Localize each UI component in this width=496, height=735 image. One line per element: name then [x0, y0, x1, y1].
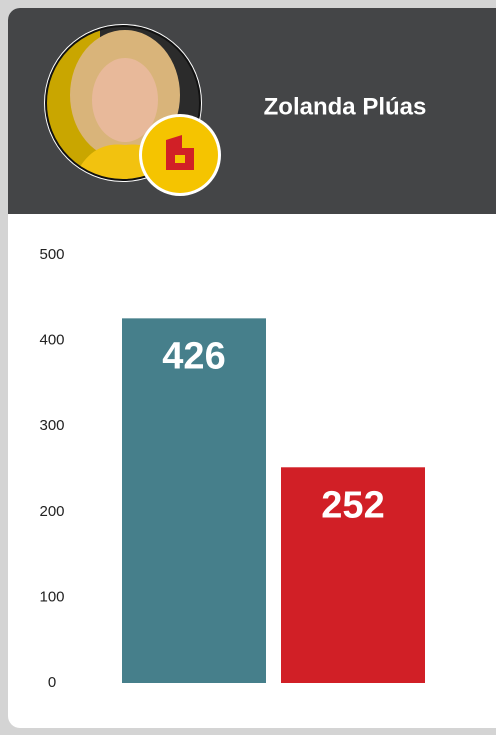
value-label: 426	[162, 335, 225, 377]
bar	[281, 467, 425, 683]
badge	[139, 114, 221, 196]
y-tick-label: 300	[39, 417, 64, 434]
y-tick-label: 0	[48, 674, 56, 691]
person-name: Zolanda Plúas	[264, 93, 427, 120]
y-tick-label: 200	[39, 503, 64, 520]
y-tick-label: 400	[39, 332, 64, 349]
value-label: 252	[321, 484, 384, 526]
y-tick-label: 500	[39, 246, 64, 263]
bar	[122, 318, 266, 683]
y-tick-label: 100	[39, 588, 64, 605]
